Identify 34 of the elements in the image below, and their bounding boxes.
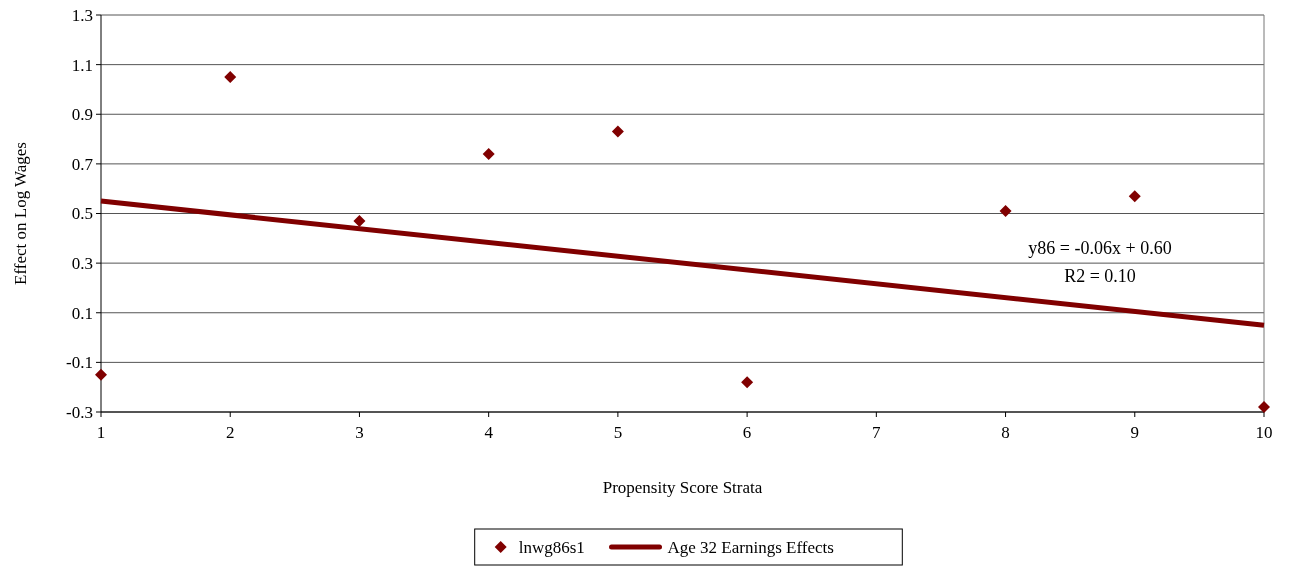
point [1258,401,1270,414]
y-tick-label: 1.3 [71,5,93,25]
x-tick-label: 1 [96,423,106,442]
annotation: R2 = 0.10 [1064,266,1136,286]
y-tick-label: 0.3 [71,254,93,274]
x-tick-label: 6 [742,423,752,442]
y-tick-label: 0.7 [71,154,94,174]
point [611,125,624,138]
x-tick-label: 7 [872,423,882,442]
y-tick-label: 0.9 [71,105,93,125]
y-tick-label: -0.3 [66,402,93,422]
y-tick-label: -0.1 [66,353,93,373]
y-tick-label: 0.1 [71,303,93,323]
annotation: y86 = -0.06x + 0.60 [1028,238,1172,258]
x-tick-label: 9 [1130,423,1140,442]
point [353,214,366,227]
point [999,205,1012,218]
x-tick-label: 4 [484,423,494,442]
point [482,147,495,160]
point [1128,190,1141,203]
x-tick-label: 3 [355,423,364,442]
point [95,368,107,381]
y-axis-title: Effect on Log Wages [11,142,30,285]
x-tick-label: 8 [1001,423,1010,442]
point [224,71,237,84]
legend-label: Age 32 Earnings Effects [667,537,834,557]
x-tick-label: 10 [1255,423,1273,442]
point [741,376,754,389]
legend-label: lnwg86s1 [518,537,585,557]
y-tick-label: 0.5 [71,204,93,224]
y-tick-label: 1.1 [71,55,93,75]
x-tick-label: 5 [613,423,623,442]
x-axis-title: Propensity Score Strata [602,478,763,497]
x-tick-label: 2 [225,423,235,442]
